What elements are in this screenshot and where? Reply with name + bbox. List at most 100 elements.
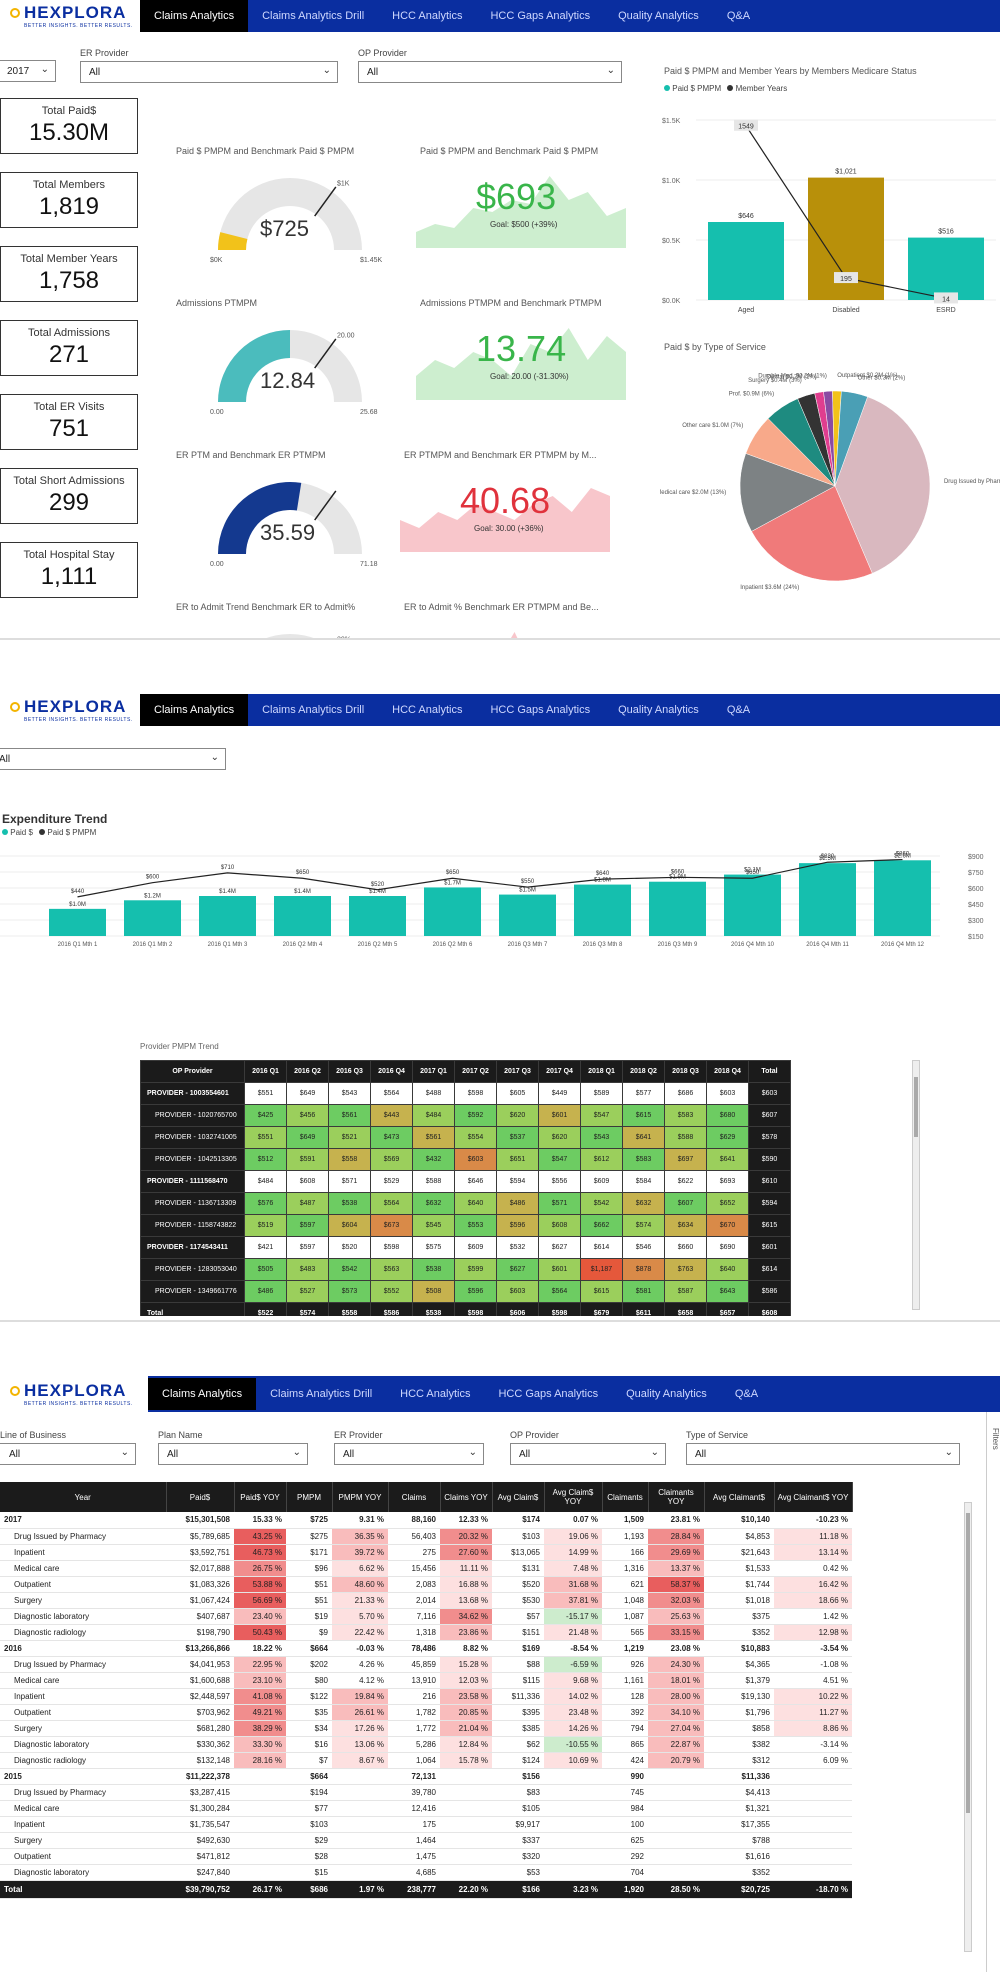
bar[interactable] bbox=[424, 887, 481, 936]
nav-tab[interactable]: Quality Analytics bbox=[618, 704, 699, 716]
nav-tab[interactable]: Q&A bbox=[726, 704, 751, 716]
table-column-header[interactable]: PMPM bbox=[286, 1482, 333, 1512]
bar[interactable] bbox=[124, 900, 181, 936]
table-row[interactable]: Drug Issued by Pharmacy $5,789,685 43.25 %… bbox=[0, 1528, 852, 1545]
slicer-op-provider[interactable]: OP Provider All ⌄ bbox=[358, 48, 622, 83]
nav-tab[interactable]: HCC Analytics bbox=[392, 704, 463, 716]
table-row[interactable]: Diagnostic radiology $198,790 50.43 % $9 22.… bbox=[0, 1624, 852, 1641]
bar[interactable] bbox=[799, 863, 856, 936]
nav-tab[interactable]: Claims Analytics bbox=[148, 1378, 257, 1410]
slicer[interactable]: Type of Service All ⌄ bbox=[686, 1430, 960, 1465]
table-row[interactable]: Outpatient $1,083,326 53.88 % $51 48.60 % 2,0… bbox=[0, 1576, 852, 1593]
table-row[interactable]: Diagnostic radiology $132,148 28.16 % $7 8.6… bbox=[0, 1752, 852, 1769]
matrix-row-header[interactable]: PROVIDER - 1020765700 bbox=[140, 1104, 245, 1127]
table-row[interactable]: Inpatient $1,735,547 $103 175 $9,917 100 $17,3… bbox=[0, 1816, 852, 1833]
matrix-row-header[interactable]: PROVIDER - 1158743822 bbox=[140, 1214, 245, 1237]
nav-tab[interactable]: Claims Analytics bbox=[140, 694, 249, 726]
table-column-header[interactable]: Claimants bbox=[602, 1482, 649, 1512]
matrix-column-header[interactable]: 2018 Q4 bbox=[706, 1060, 749, 1083]
table-row[interactable]: Surgery $492,630 $29 1,464 $337 625 $788 bbox=[0, 1832, 852, 1849]
pie-slice[interactable] bbox=[739, 453, 836, 532]
table-column-header[interactable]: Paid$ bbox=[166, 1482, 235, 1512]
table-column-header[interactable]: Paid$ YOY bbox=[234, 1482, 287, 1512]
matrix-row-header[interactable]: PROVIDER - 1003554601 bbox=[140, 1082, 245, 1105]
nav-tab[interactable]: Claims Analytics bbox=[140, 0, 249, 32]
table-row[interactable]: Outpatient $703,962 49.21 % $35 26.61 % 1,782… bbox=[0, 1704, 852, 1721]
matrix-column-header[interactable]: 2018 Q2 bbox=[622, 1060, 665, 1083]
pie-slice[interactable] bbox=[834, 390, 868, 487]
bar[interactable] bbox=[49, 908, 106, 936]
slicer-er-provider[interactable]: ER Provider All ⌄ bbox=[80, 48, 338, 83]
table-row[interactable]: Diagnostic laboratory $330,362 33.30 % $16 1… bbox=[0, 1736, 852, 1753]
table-row[interactable]: Medical care $1,600,688 23.10 % $80 4.12 % 13… bbox=[0, 1672, 852, 1689]
table-row[interactable]: Outpatient $471,812 $28 1,475 $320 292 $1,616 bbox=[0, 1848, 852, 1865]
slicer[interactable]: Plan Name All ⌄ bbox=[158, 1430, 308, 1465]
nav-tab[interactable]: Claims Analytics Drill bbox=[270, 1388, 373, 1400]
table-column-header[interactable]: Claims bbox=[388, 1482, 441, 1512]
bar[interactable] bbox=[274, 896, 331, 936]
slicer-dropdown[interactable]: All ⌄ bbox=[334, 1443, 484, 1465]
matrix-scrollbar[interactable] bbox=[912, 1060, 920, 1310]
slicer-provider[interactable]: All ⌄ bbox=[0, 748, 226, 770]
matrix-column-header[interactable]: OP Provider bbox=[140, 1060, 245, 1083]
table-row[interactable]: Inpatient $2,448,597 41.08 % $122 19.84 % 216… bbox=[0, 1688, 852, 1705]
matrix-row-header[interactable]: PROVIDER - 1042513305 bbox=[140, 1148, 245, 1171]
table-row[interactable]: Drug Issued by Pharmacy $4,041,953 22.95 %… bbox=[0, 1656, 852, 1673]
table-column-header[interactable]: Year bbox=[0, 1482, 167, 1512]
table-column-header[interactable]: Avg Claim$ bbox=[492, 1482, 545, 1512]
matrix-column-header[interactable]: 2016 Q1 bbox=[244, 1060, 287, 1083]
slicer-dropdown[interactable]: All ⌄ bbox=[158, 1443, 308, 1465]
bar[interactable] bbox=[649, 881, 706, 936]
table-column-header[interactable]: Avg Claimant$ bbox=[704, 1482, 775, 1512]
bar[interactable] bbox=[349, 896, 406, 936]
bar[interactable] bbox=[199, 896, 256, 936]
matrix-column-header[interactable]: 2016 Q3 bbox=[328, 1060, 371, 1083]
filters-pane-toggle[interactable]: Filters bbox=[986, 1412, 1000, 1972]
nav-tab[interactable]: Claims Analytics Drill bbox=[262, 10, 365, 22]
nav-tab[interactable]: HCC Analytics bbox=[400, 1388, 471, 1400]
table-row[interactable]: Surgery $681,280 38.29 % $34 17.26 % 1,772 21.… bbox=[0, 1720, 852, 1737]
slicer-dropdown[interactable]: All ⌄ bbox=[510, 1443, 666, 1465]
matrix-column-header[interactable]: 2018 Q3 bbox=[664, 1060, 707, 1083]
nav-tab[interactable]: Quality Analytics bbox=[618, 10, 699, 22]
bar[interactable] bbox=[724, 874, 781, 936]
table-row[interactable]: Diagnostic laboratory $407,687 23.40 % $19 5… bbox=[0, 1608, 852, 1625]
table-row[interactable]: Surgery $1,067,424 56.69 % $51 21.33 % 2,014 1… bbox=[0, 1592, 852, 1609]
bar[interactable] bbox=[874, 860, 931, 936]
table-column-header[interactable]: Claimants YOY bbox=[648, 1482, 705, 1512]
matrix-column-header[interactable]: 2017 Q1 bbox=[412, 1060, 455, 1083]
slicer[interactable]: Line of Business All ⌄ bbox=[0, 1430, 136, 1465]
table-column-header[interactable]: Claims YOY bbox=[440, 1482, 493, 1512]
matrix-row-header[interactable]: PROVIDER - 1136713309 bbox=[140, 1192, 245, 1215]
table-row[interactable]: Medical care $1,300,284 $77 12,416 $105 984 $1… bbox=[0, 1800, 852, 1817]
matrix-column-header[interactable]: 2017 Q4 bbox=[538, 1060, 581, 1083]
table-column-header[interactable]: Avg Claimant$ YOY bbox=[774, 1482, 853, 1512]
nav-tab[interactable]: Quality Analytics bbox=[626, 1388, 707, 1400]
slicer-dropdown[interactable]: All ⌄ bbox=[686, 1443, 960, 1465]
slicer-dropdown[interactable]: All ⌄ bbox=[0, 1443, 136, 1465]
table-scrollbar[interactable] bbox=[964, 1502, 972, 1952]
scrollbar-thumb[interactable] bbox=[914, 1077, 918, 1137]
matrix-column-header[interactable]: 2017 Q3 bbox=[496, 1060, 539, 1083]
table-row[interactable]: 2015 $11,222,378 $664 72,131 $156 990 $11,336 bbox=[0, 1768, 852, 1785]
slicer-year[interactable]: 2017 ⌄ bbox=[0, 48, 56, 82]
matrix-row-header[interactable]: PROVIDER - 1032741005 bbox=[140, 1126, 245, 1149]
bar[interactable] bbox=[908, 237, 984, 300]
table-row[interactable]: Drug Issued by Pharmacy $3,287,415 $194 39,… bbox=[0, 1784, 852, 1801]
nav-tab[interactable]: Q&A bbox=[726, 10, 751, 22]
nav-tab[interactable]: HCC Gaps Analytics bbox=[490, 704, 591, 716]
matrix-row-header[interactable]: PROVIDER - 1174543411 bbox=[140, 1236, 245, 1259]
matrix-column-header[interactable]: 2018 Q1 bbox=[580, 1060, 623, 1083]
slicer[interactable]: ER Provider All ⌄ bbox=[334, 1430, 484, 1465]
matrix-column-header[interactable]: 2016 Q2 bbox=[286, 1060, 329, 1083]
matrix-column-header[interactable]: 2016 Q4 bbox=[370, 1060, 413, 1083]
bar[interactable] bbox=[708, 222, 784, 300]
pie-slice[interactable] bbox=[751, 485, 873, 582]
table-row[interactable]: 2017 $15,301,508 15.33 % $725 9.31 % 88,160 12… bbox=[0, 1512, 852, 1529]
table-row[interactable]: Medical care $2,017,888 26.75 % $96 6.62 % 15… bbox=[0, 1560, 852, 1577]
table-column-header[interactable]: PMPM YOY bbox=[332, 1482, 389, 1512]
table-row[interactable]: 2016 $13,266,866 18.22 % $664 -0.03 % 78,486 8… bbox=[0, 1640, 852, 1657]
nav-tab[interactable]: HCC Gaps Analytics bbox=[498, 1388, 599, 1400]
pie-slice[interactable] bbox=[834, 396, 931, 574]
matrix-row-header[interactable]: PROVIDER - 1111568470 bbox=[140, 1170, 245, 1193]
